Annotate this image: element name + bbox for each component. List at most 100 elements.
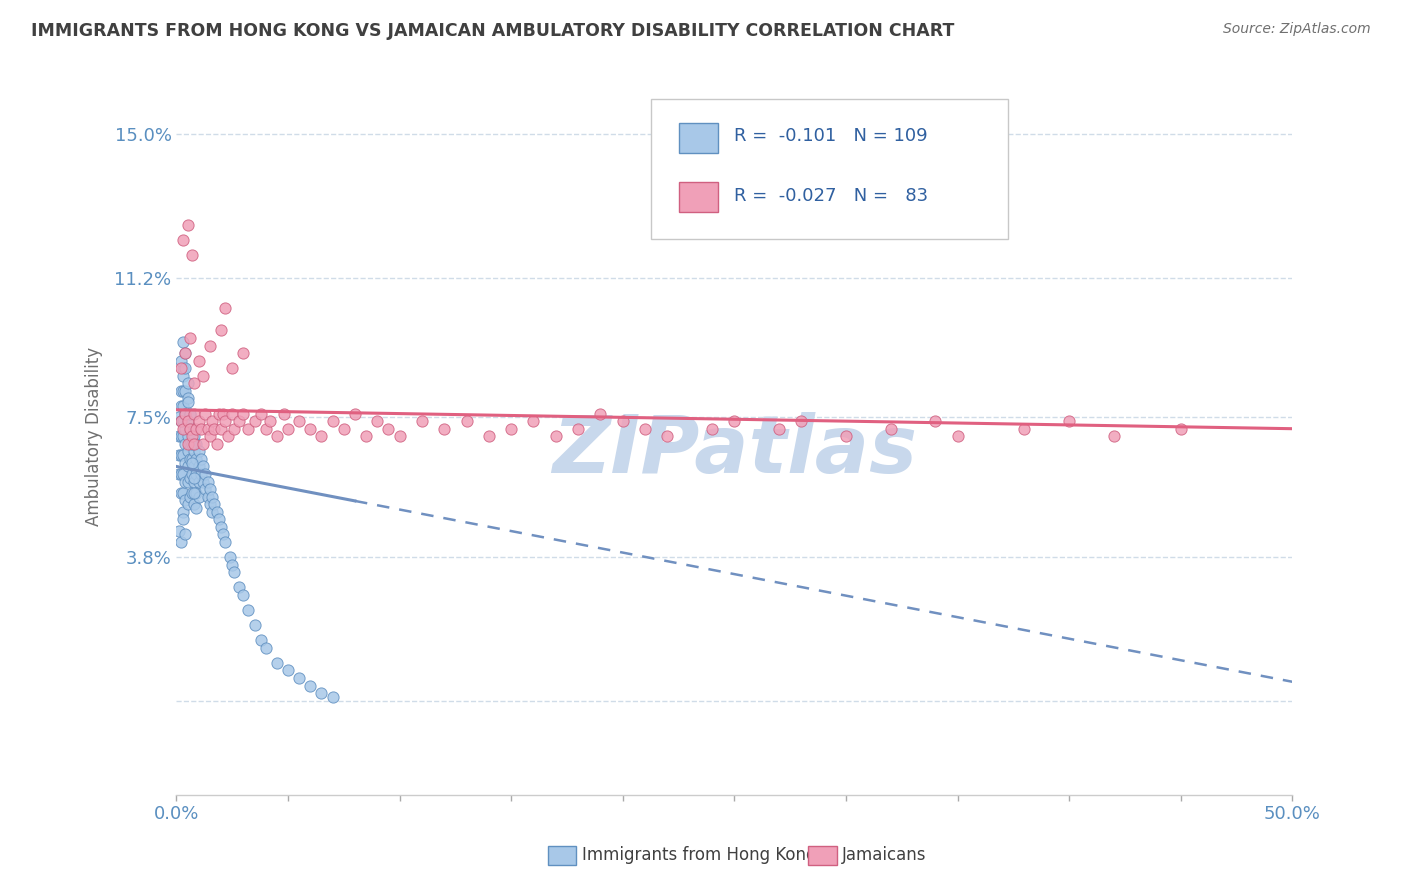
Point bbox=[183, 444, 205, 458]
Point bbox=[322, 414, 344, 428]
Point bbox=[174, 437, 197, 451]
FancyBboxPatch shape bbox=[679, 182, 717, 212]
Point bbox=[181, 467, 204, 481]
Text: IMMIGRANTS FROM HONG KONG VS JAMAICAN AMBULATORY DISABILITY CORRELATION CHART: IMMIGRANTS FROM HONG KONG VS JAMAICAN AM… bbox=[31, 22, 955, 40]
Point bbox=[433, 422, 456, 436]
Point bbox=[243, 414, 266, 428]
Point bbox=[657, 429, 679, 443]
Point bbox=[478, 429, 501, 443]
Point bbox=[170, 399, 193, 413]
Point bbox=[221, 361, 243, 376]
Point bbox=[176, 444, 198, 458]
Point bbox=[790, 414, 813, 428]
Point bbox=[183, 376, 205, 391]
Point bbox=[1014, 422, 1036, 436]
Point bbox=[198, 497, 221, 511]
Point bbox=[201, 414, 224, 428]
Point bbox=[167, 467, 190, 481]
Point bbox=[1057, 414, 1080, 428]
Point bbox=[232, 588, 254, 602]
Point bbox=[201, 505, 224, 519]
Point bbox=[202, 422, 225, 436]
Text: R =  -0.101   N = 109: R = -0.101 N = 109 bbox=[734, 128, 928, 145]
Point bbox=[172, 399, 194, 413]
Point bbox=[236, 603, 259, 617]
Point bbox=[186, 451, 208, 466]
Point bbox=[208, 512, 231, 526]
Point bbox=[197, 475, 219, 489]
Point bbox=[170, 486, 193, 500]
Point bbox=[174, 346, 197, 360]
Point bbox=[366, 414, 388, 428]
Point bbox=[198, 338, 221, 352]
Point bbox=[176, 376, 198, 391]
Point bbox=[456, 414, 478, 428]
Point bbox=[172, 414, 194, 428]
Point bbox=[221, 558, 243, 572]
Point bbox=[183, 497, 205, 511]
Point bbox=[311, 429, 333, 443]
Point bbox=[193, 437, 215, 451]
Point bbox=[924, 414, 946, 428]
Point bbox=[193, 475, 215, 489]
Point bbox=[183, 486, 205, 500]
Point bbox=[214, 414, 236, 428]
Point bbox=[228, 414, 250, 428]
Point bbox=[214, 301, 236, 315]
Point bbox=[501, 422, 523, 436]
Point bbox=[176, 218, 198, 232]
Point bbox=[186, 501, 208, 516]
Point bbox=[299, 422, 322, 436]
Point bbox=[170, 535, 193, 549]
Text: Immigrants from Hong Kong: Immigrants from Hong Kong bbox=[582, 847, 817, 864]
Point bbox=[172, 368, 194, 383]
Point bbox=[634, 422, 657, 436]
Point bbox=[221, 407, 243, 421]
Point bbox=[179, 407, 201, 421]
Point bbox=[170, 384, 193, 398]
Point bbox=[209, 324, 232, 338]
Point bbox=[198, 482, 221, 496]
Point bbox=[411, 414, 433, 428]
Point bbox=[181, 248, 204, 262]
Text: ZIPatlas: ZIPatlas bbox=[551, 411, 917, 490]
Point bbox=[190, 422, 212, 436]
Point bbox=[174, 407, 197, 421]
Point bbox=[176, 395, 198, 409]
Point bbox=[183, 407, 205, 421]
Point bbox=[172, 448, 194, 462]
Point bbox=[176, 437, 198, 451]
Point bbox=[224, 422, 246, 436]
Point bbox=[377, 422, 399, 436]
Point bbox=[1170, 422, 1192, 436]
Point bbox=[181, 422, 204, 436]
Point bbox=[612, 414, 634, 428]
Point bbox=[179, 490, 201, 504]
Point bbox=[187, 353, 209, 368]
Point bbox=[170, 467, 193, 481]
Point bbox=[723, 414, 745, 428]
Point bbox=[193, 459, 215, 474]
Point bbox=[208, 407, 231, 421]
Point bbox=[250, 633, 273, 648]
Point bbox=[277, 422, 299, 436]
Point bbox=[174, 407, 197, 421]
Point bbox=[172, 467, 194, 481]
Point bbox=[183, 429, 205, 443]
Point bbox=[190, 451, 212, 466]
Point bbox=[174, 422, 197, 436]
Point bbox=[209, 422, 232, 436]
Point bbox=[172, 361, 194, 376]
Point bbox=[181, 486, 204, 500]
Point bbox=[170, 448, 193, 462]
Text: Jamaicans: Jamaicans bbox=[842, 847, 927, 864]
Point bbox=[198, 429, 221, 443]
Point bbox=[544, 429, 567, 443]
Point bbox=[259, 414, 281, 428]
Point bbox=[343, 407, 366, 421]
Point bbox=[187, 490, 209, 504]
Point bbox=[193, 368, 215, 383]
Point bbox=[179, 451, 201, 466]
Point bbox=[167, 429, 190, 443]
Point bbox=[879, 422, 901, 436]
